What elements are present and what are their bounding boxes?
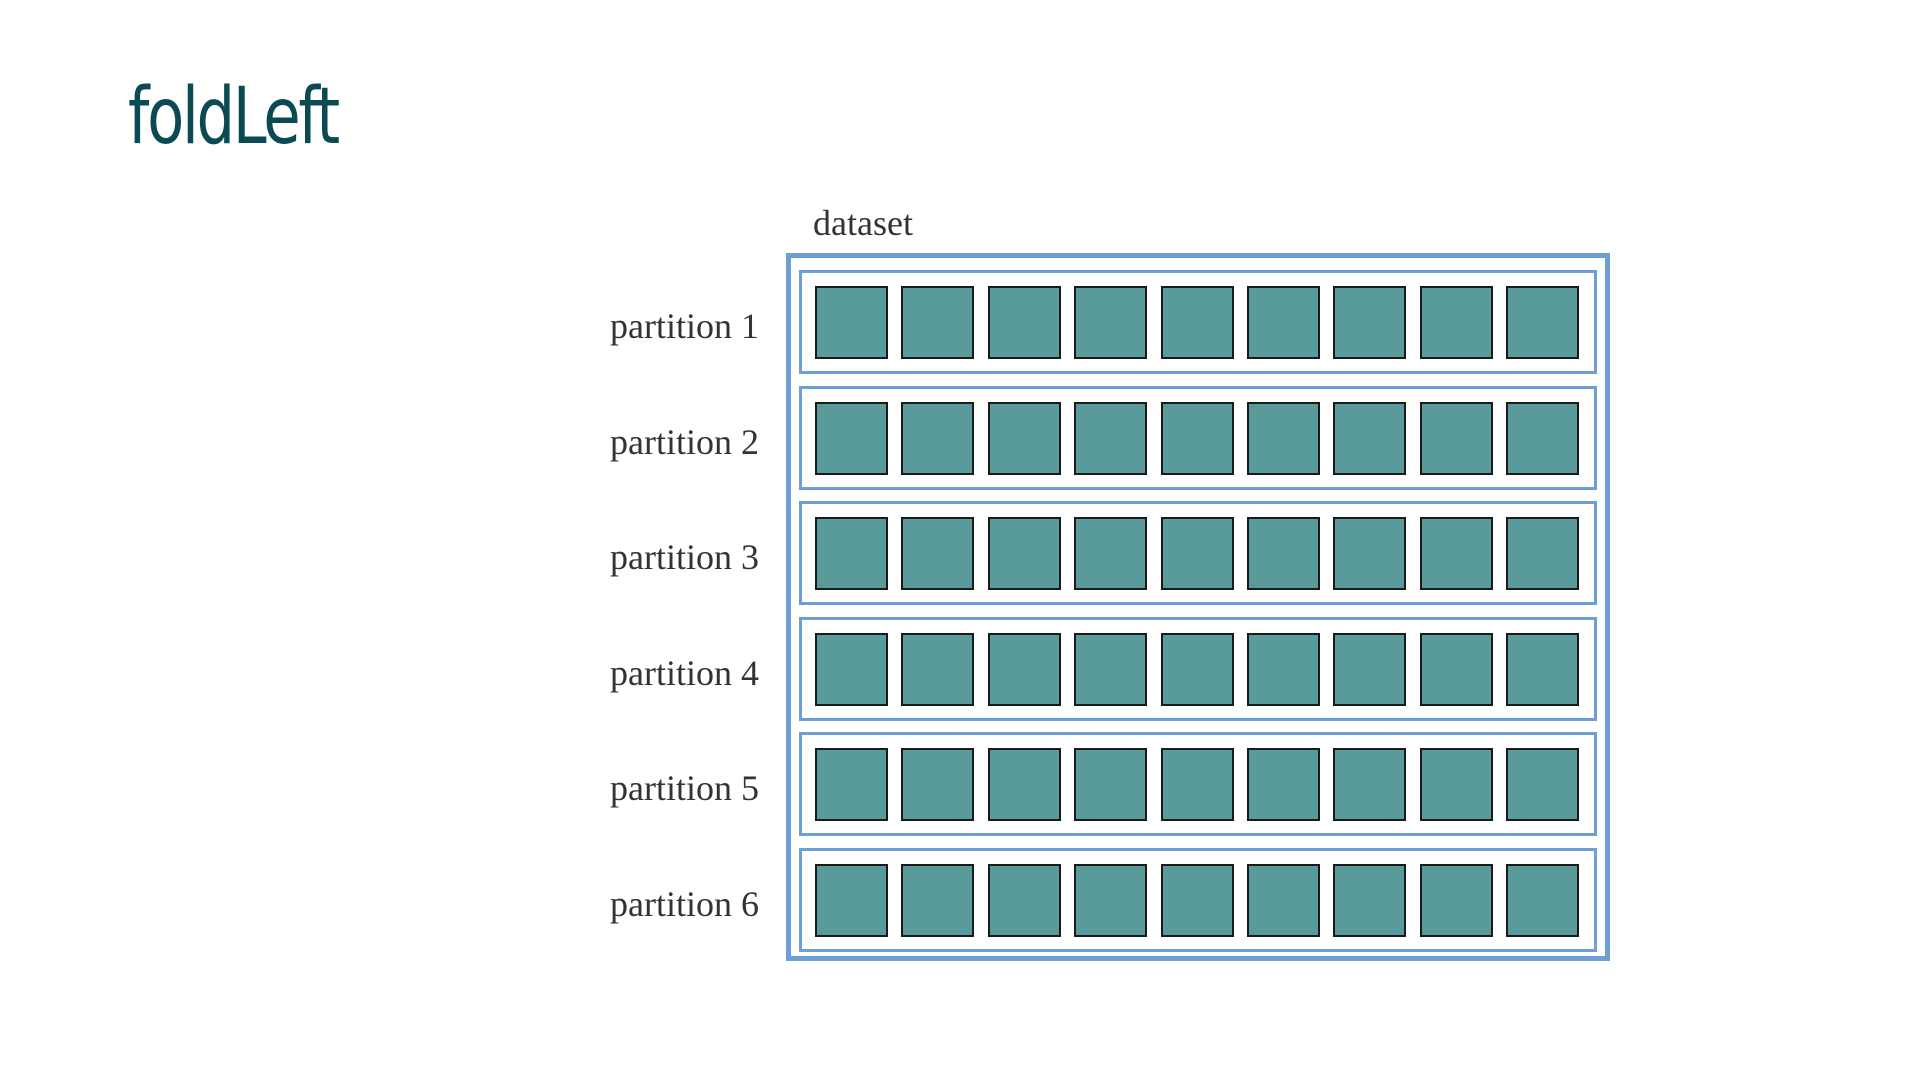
record-block (815, 517, 888, 590)
record-block (815, 748, 888, 821)
record-block (1161, 286, 1234, 359)
record-block (1333, 632, 1406, 706)
record-block (901, 863, 974, 937)
record-block (1506, 286, 1579, 359)
partition-label: partition 4 (610, 652, 759, 693)
record-block (815, 401, 888, 475)
record-block (1420, 401, 1493, 475)
partition-box (799, 270, 1597, 374)
record-block (901, 401, 974, 475)
record-block (1333, 863, 1406, 937)
partition-box (799, 501, 1597, 605)
partition-label: partition 3 (610, 537, 759, 577)
record-block (815, 286, 888, 359)
slide-title: foldLeft (128, 72, 340, 162)
record-block (1247, 286, 1320, 359)
record-block (988, 632, 1061, 706)
record-block (1506, 401, 1579, 475)
record-block (1161, 632, 1234, 706)
record-block (1420, 632, 1493, 706)
partition-label: partition 1 (610, 306, 759, 346)
partition-box (799, 732, 1597, 836)
partition-box (799, 616, 1597, 721)
record-block (1506, 863, 1579, 937)
record-block (1074, 286, 1147, 359)
record-block (1420, 748, 1493, 821)
record-block (1074, 517, 1147, 590)
dataset-container (786, 253, 1610, 961)
record-block (1074, 748, 1147, 821)
record-block (901, 748, 974, 821)
record-block (1074, 863, 1147, 937)
record-block (1074, 632, 1147, 706)
record-block (988, 748, 1061, 821)
record-block (1333, 401, 1406, 475)
record-block (1161, 517, 1234, 590)
record-block (1506, 748, 1579, 821)
partition-label: partition 6 (610, 883, 759, 924)
record-block (1247, 863, 1320, 937)
record-block (1333, 517, 1406, 590)
partition-box (799, 847, 1597, 952)
record-block (1420, 863, 1493, 937)
record-block (901, 632, 974, 706)
record-block (1420, 286, 1493, 359)
record-block (901, 286, 974, 359)
record-block (1247, 748, 1320, 821)
record-block (1420, 517, 1493, 590)
record-block (988, 286, 1061, 359)
partition-label: partition 5 (610, 768, 759, 808)
record-block (1247, 401, 1320, 475)
record-block (815, 632, 888, 706)
partition-label: partition 2 (610, 421, 759, 462)
record-block (1161, 748, 1234, 821)
record-block (1506, 517, 1579, 590)
record-block (988, 401, 1061, 475)
record-block (1161, 863, 1234, 937)
record-block (1074, 401, 1147, 475)
record-block (1247, 517, 1320, 590)
record-block (1333, 286, 1406, 359)
record-block (1506, 632, 1579, 706)
record-block (1333, 748, 1406, 821)
record-block (1161, 401, 1234, 475)
record-block (815, 863, 888, 937)
record-block (901, 517, 974, 590)
record-block (988, 863, 1061, 937)
dataset-label: dataset (813, 203, 913, 243)
record-block (988, 517, 1061, 590)
record-block (1247, 632, 1320, 706)
partition-box (799, 385, 1597, 490)
